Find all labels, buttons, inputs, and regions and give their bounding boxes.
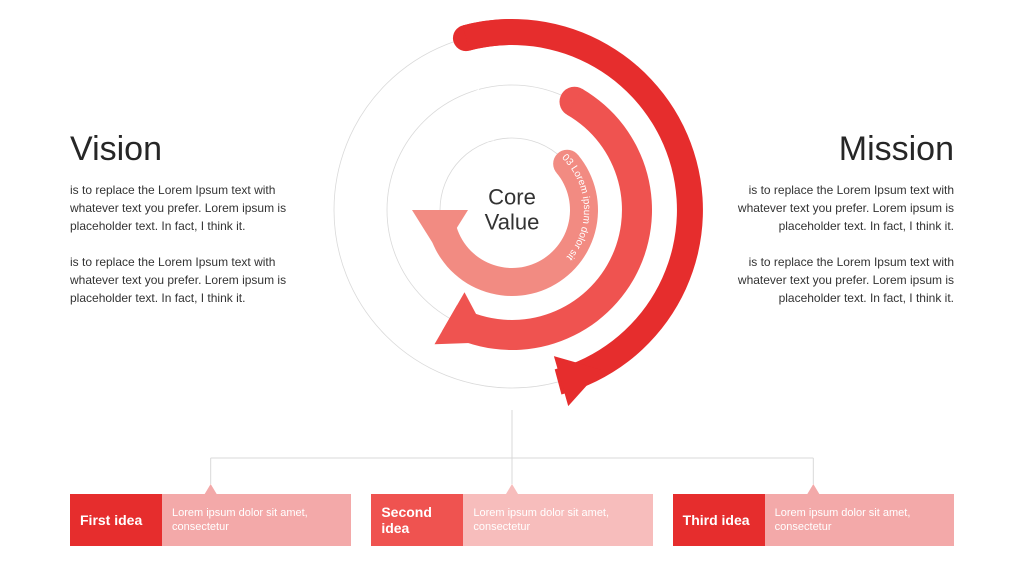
- idea-title: Second idea: [371, 494, 463, 546]
- core-line1: Core: [488, 185, 536, 210]
- idea-title: Third idea: [673, 494, 765, 546]
- idea-title: First idea: [70, 494, 162, 546]
- vision-p2: is to replace the Lorem Ipsum text with …: [70, 253, 300, 307]
- mission-p1: is to replace the Lorem Ipsum text with …: [724, 181, 954, 235]
- core-value-label: Core Value: [485, 185, 540, 236]
- mission-title: Mission: [724, 130, 954, 169]
- mission-body: is to replace the Lorem Ipsum text with …: [724, 181, 954, 307]
- vision-section: Vision is to replace the Lorem Ipsum tex…: [70, 130, 300, 325]
- mission-p2: is to replace the Lorem Ipsum text with …: [724, 253, 954, 307]
- idea-body: Lorem ipsum dolor sit amet, consectetur: [162, 494, 351, 546]
- mission-section: Mission is to replace the Lorem Ipsum te…: [724, 130, 954, 325]
- core-line2: Value: [485, 210, 540, 235]
- spiral-diagram: 01 Lorem ipsum dolor sitLorem ipsum dolo…: [312, 10, 712, 410]
- vision-title: Vision: [70, 130, 300, 169]
- svg-text:01 Lorem ipsum dolor sit: 01 Lorem ipsum dolor sit: [449, 47, 496, 166]
- vision-p1: is to replace the Lorem Ipsum text with …: [70, 181, 300, 235]
- idea-body: Lorem ipsum dolor sit amet, consectetur: [765, 494, 954, 546]
- idea-card-1: First ideaLorem ipsum dolor sit amet, co…: [70, 494, 351, 546]
- vision-body: is to replace the Lorem Ipsum text with …: [70, 181, 300, 307]
- idea-card-3: Third ideaLorem ipsum dolor sit amet, co…: [673, 494, 954, 546]
- idea-row: First ideaLorem ipsum dolor sit amet, co…: [70, 494, 954, 546]
- idea-card-2: Second ideaLorem ipsum dolor sit amet, c…: [371, 494, 652, 546]
- idea-body: Lorem ipsum dolor sit amet, consectetur: [463, 494, 652, 546]
